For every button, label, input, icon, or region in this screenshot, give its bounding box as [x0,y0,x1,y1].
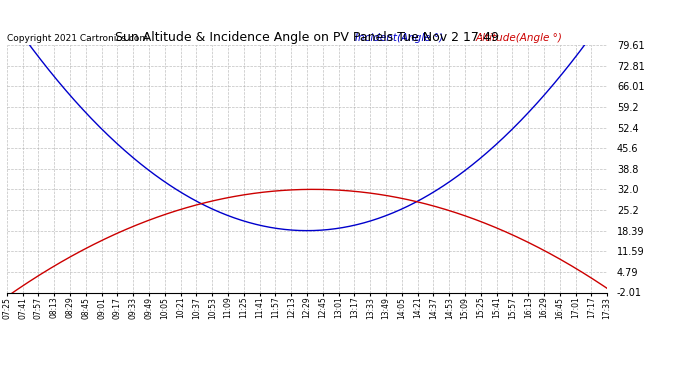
Text: Incident(Angle °): Incident(Angle °) [355,33,443,42]
Title: Sun Altitude & Incidence Angle on PV Panels Tue Nov 2 17:49: Sun Altitude & Incidence Angle on PV Pan… [115,31,499,44]
Text: Altitude(Angle °): Altitude(Angle °) [475,33,562,42]
Text: Copyright 2021 Cartronics.com: Copyright 2021 Cartronics.com [7,33,148,42]
